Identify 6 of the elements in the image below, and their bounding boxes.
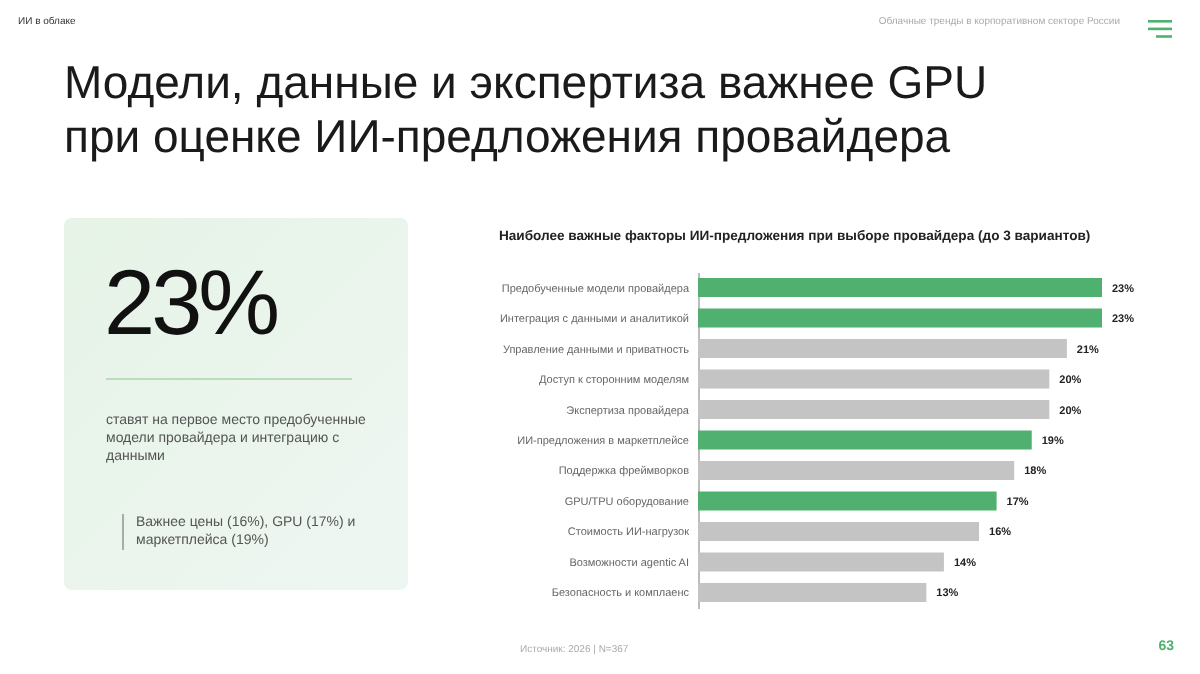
bar [698,430,1032,450]
bar [698,308,1102,328]
text: 23% [104,248,277,356]
bar [698,278,1102,297]
bar [698,491,997,511]
chart-title: Модели, данные и экспертиза важнее GPU при оценке ИИ-предложения провайдера [64,56,990,164]
